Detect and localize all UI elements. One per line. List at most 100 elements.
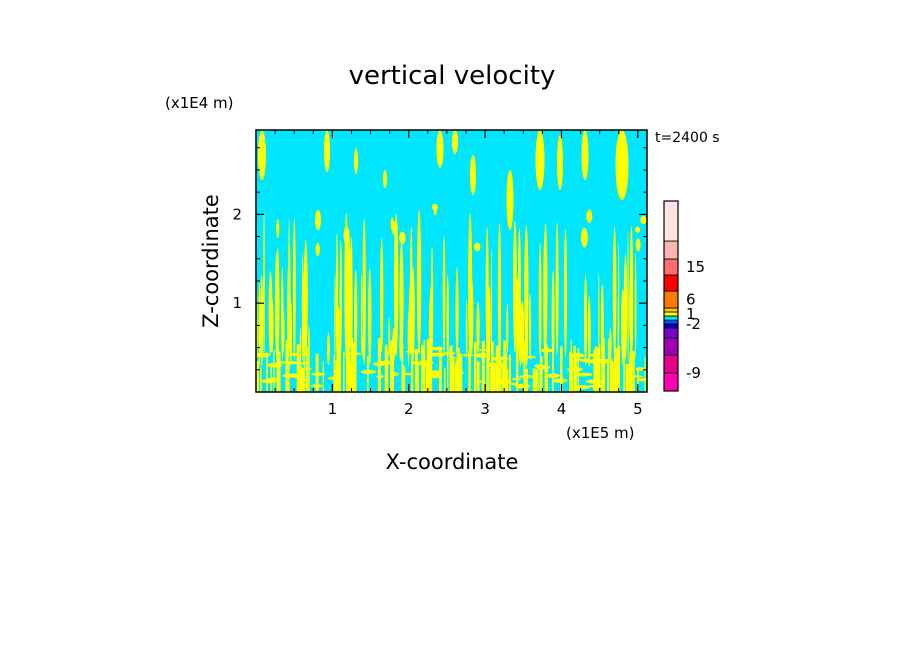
field-plume: [468, 213, 473, 354]
field-streak: [489, 368, 491, 392]
colorbar-frame: [663, 200, 679, 392]
field-plume: [303, 240, 308, 357]
field-blob: [588, 384, 604, 388]
field-streak: [390, 347, 393, 392]
field-blob: [410, 361, 418, 365]
field-plume: [446, 274, 449, 365]
field-streak: [477, 361, 480, 392]
field-plume: [617, 294, 619, 354]
colorbar-label: -2: [686, 315, 701, 333]
field-plume: [388, 316, 391, 358]
field-plume: [288, 218, 290, 361]
field-streak: [260, 367, 262, 392]
field-blob: [462, 353, 474, 357]
colorbar-segment: [663, 274, 679, 292]
field-plume: [583, 275, 588, 366]
y-tick-label: 2: [232, 205, 242, 223]
field-streak: [610, 347, 612, 392]
colorbar-segment: [663, 323, 679, 329]
field-plume: [428, 295, 433, 358]
field-blob: [282, 374, 296, 378]
field-blob: [551, 378, 568, 383]
field-blob: [573, 385, 591, 390]
field-streak: [438, 346, 442, 392]
field-plume: [354, 269, 358, 362]
field-blob: [574, 358, 591, 361]
field-spot: [433, 206, 437, 216]
colorbar-segment: [663, 372, 679, 392]
field-plume: [476, 301, 480, 354]
field-streak: [623, 347, 626, 392]
field-plume: [411, 267, 415, 362]
field-blob: [327, 376, 340, 380]
field-upper-streak: [557, 135, 563, 190]
field-streak: [537, 365, 539, 392]
field-plume: [612, 227, 617, 358]
field-blob: [515, 383, 530, 389]
field-streak: [345, 338, 349, 392]
field-upper-streak: [315, 210, 321, 230]
field-plume: [627, 231, 629, 366]
field-spot: [474, 242, 481, 252]
field-streak: [286, 339, 288, 392]
colorbar-segment: [663, 200, 679, 242]
colorbar-segment: [663, 319, 679, 325]
field-streak: [644, 356, 646, 392]
field-streak: [423, 340, 426, 392]
field-streak: [444, 368, 446, 392]
colorbar-segment: [663, 290, 679, 309]
field-blob: [429, 370, 442, 375]
field-blob: [596, 358, 612, 364]
field-plume: [529, 293, 532, 361]
y-axis-label: Z-coordinate: [199, 194, 223, 328]
field-streak: [273, 349, 275, 392]
field-streak: [278, 352, 281, 392]
field-spot: [635, 238, 641, 252]
field-streak: [474, 359, 477, 392]
field-plume: [524, 225, 529, 354]
plot-area: [255, 129, 648, 393]
field-blob: [266, 363, 283, 368]
field-streak: [516, 346, 519, 392]
field-blob: [311, 372, 326, 376]
field-blob: [416, 360, 434, 366]
field-streak: [552, 345, 554, 392]
field-plume: [465, 299, 468, 359]
plot-frame: [255, 129, 648, 393]
field-blob: [360, 369, 377, 374]
field-streak: [451, 356, 455, 392]
field-spot: [635, 226, 641, 234]
field-plume: [275, 252, 278, 359]
field-streak: [354, 350, 356, 392]
field-plume: [399, 242, 404, 358]
field-streak: [447, 340, 449, 392]
field-blob: [378, 360, 395, 365]
field-streak: [613, 348, 617, 392]
field-streak: [524, 368, 528, 392]
field-streak: [336, 344, 339, 392]
field-streak: [348, 356, 351, 392]
field-upper-streak: [535, 130, 545, 190]
x-unit-label: (x1E5 m): [566, 424, 635, 442]
field-upper-streak: [354, 148, 358, 174]
field-upper-streak: [324, 130, 330, 172]
field-plume: [360, 274, 363, 355]
field-plume: [336, 307, 341, 366]
field-streak: [504, 352, 507, 392]
field-plume: [281, 307, 285, 354]
field-streak: [601, 338, 605, 392]
field-blob: [493, 356, 502, 362]
field-streak: [402, 366, 406, 392]
field-blob: [297, 378, 310, 382]
field-blob: [475, 353, 489, 358]
colorbar-segment: [663, 354, 679, 374]
field-streak: [632, 350, 635, 392]
field-blob: [402, 372, 414, 376]
field-plume: [609, 327, 612, 362]
field-streak: [523, 340, 526, 392]
field-plume: [623, 254, 628, 359]
field-plume: [392, 327, 396, 360]
field-blob: [536, 365, 550, 370]
field-blob: [526, 355, 536, 359]
field-plume: [263, 211, 265, 361]
